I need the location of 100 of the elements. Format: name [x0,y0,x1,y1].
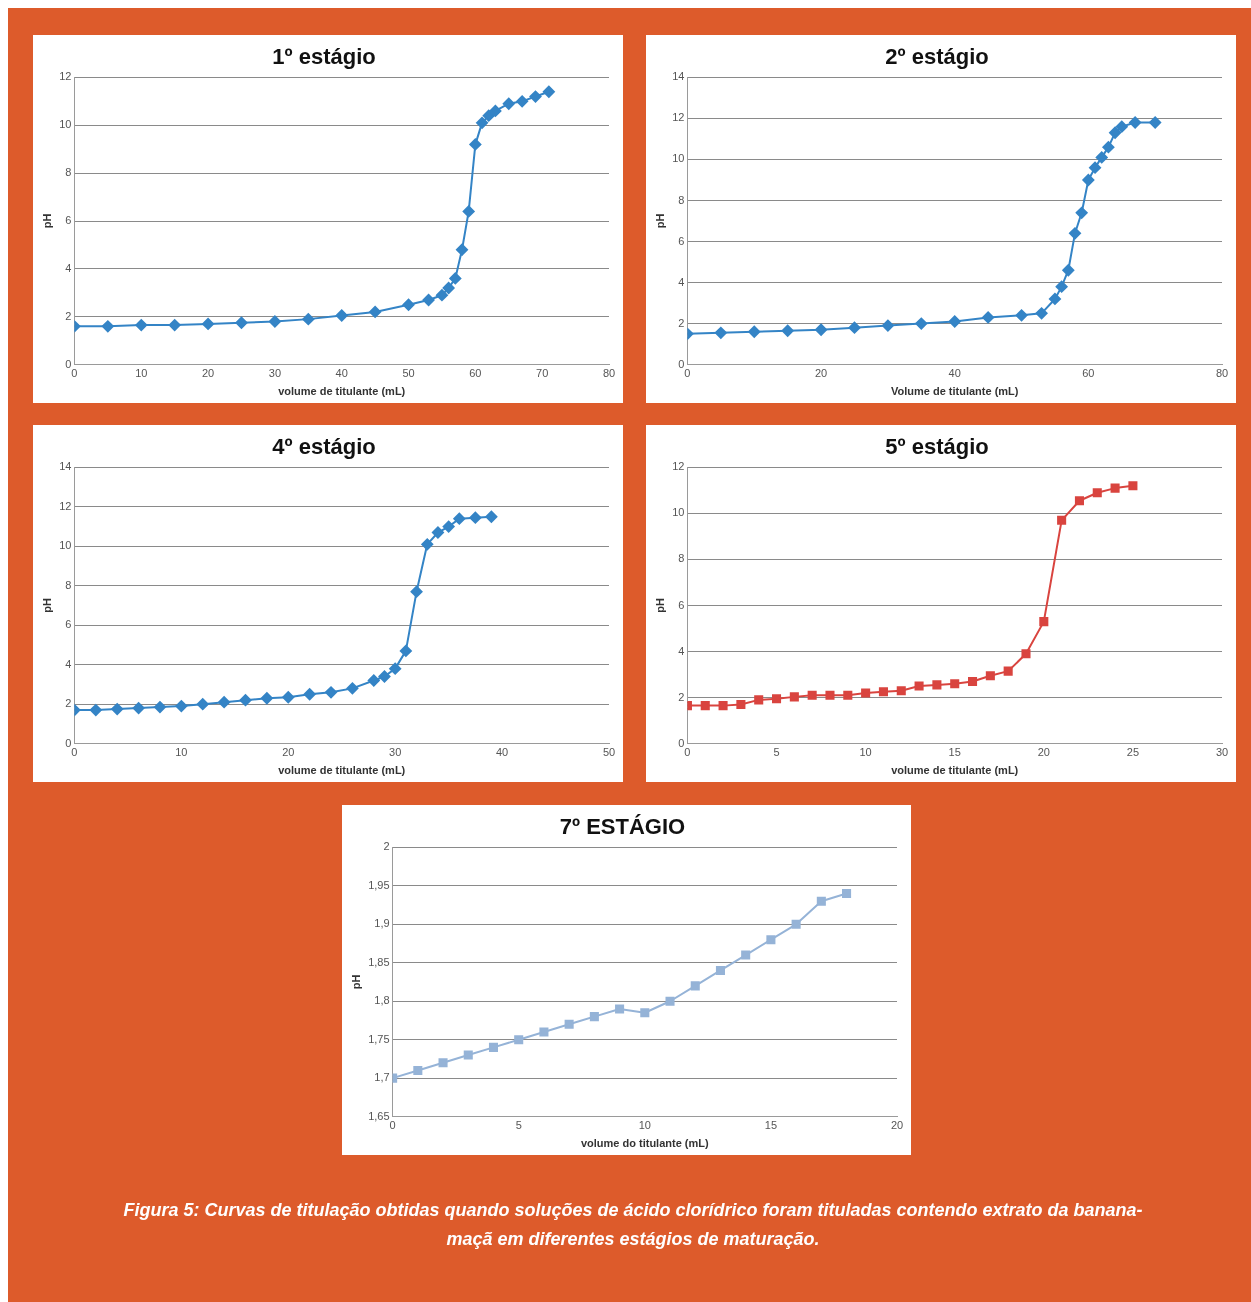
x-tick-label: 20 [890,1119,904,1132]
point [235,316,248,329]
point [1074,496,1084,506]
point [932,680,942,690]
point [700,701,710,711]
point [615,1004,625,1014]
chart-title: 2º estágio [885,44,989,70]
point [640,1008,650,1018]
x-tick-label: 40 [495,746,509,759]
y-axis-title: pH [653,213,666,229]
x-tick-label: 30 [389,746,402,759]
point [1128,481,1138,491]
point [135,319,148,332]
point [741,950,751,960]
point [389,662,402,675]
point [196,698,209,711]
point [488,1042,499,1052]
y-tick-label: 10 [59,118,72,131]
y-tick-label: 10 [672,506,685,519]
point [1110,483,1120,493]
y-tick-label: 2 [65,697,72,710]
y-tick-label: 1,7 [374,1071,390,1084]
x-tick-label: 5 [515,1119,522,1132]
y-tick-label: 0 [678,736,685,749]
point [335,309,348,322]
point [421,538,434,551]
point [982,311,995,324]
point [282,691,295,704]
point [456,243,468,256]
point [542,85,555,98]
point [485,510,498,523]
y-axis-title: pH [40,213,53,229]
y-tick-label: 2 [65,309,72,322]
x-tick-label: 50 [402,367,415,380]
y-tick-label: 0 [65,357,72,370]
x-tick-label: 20 [201,367,215,380]
point [303,688,316,701]
point [781,324,794,337]
point [714,326,727,339]
y-tick-label: 10 [672,152,685,165]
point [736,699,746,710]
point [807,690,817,700]
chart-title: 7º ESTÁGIO [559,814,686,840]
point [1048,292,1061,305]
point [402,298,415,311]
point [175,700,188,713]
point [985,671,995,681]
point [539,1027,549,1037]
point [815,323,828,336]
y-tick-label: 2 [383,840,390,853]
point [514,1035,524,1045]
point [948,315,961,328]
point [462,205,475,218]
x-tick-label: 60 [469,367,482,380]
y-tick-label: 8 [65,578,72,591]
point [378,670,391,683]
point [718,701,728,711]
point [239,694,252,707]
point [413,1065,423,1075]
y-tick-label: 4 [678,275,685,288]
x-tick-label: 30 [1215,746,1229,759]
y-tick-label: 6 [678,234,685,247]
point [665,996,675,1006]
y-tick-label: 4 [678,644,685,657]
point [754,695,764,705]
y-tick-label: 1,9 [374,917,390,930]
point [914,681,924,691]
point [367,674,380,687]
point [489,104,502,117]
point [950,679,960,689]
y-tick-label: 2 [678,690,685,703]
x-tick-label: 40 [948,367,961,380]
point [1109,126,1122,139]
point [715,965,725,975]
x-tick-label: 5 [773,746,780,759]
y-tick-label: 12 [672,460,685,473]
point [442,282,455,295]
point [1102,141,1115,154]
point [791,919,801,929]
point [1075,206,1088,219]
point [896,686,906,696]
point [1092,488,1102,498]
x-tick-label: 70 [536,367,549,380]
point [111,703,124,716]
y-tick-label: 12 [672,111,685,124]
point [218,696,231,709]
y-tick-label: 1,85 [368,955,390,968]
y-tick-label: 10 [59,539,72,552]
point [1062,264,1075,277]
point [843,690,853,700]
x-axis-title: volume de titulante (mL) [278,385,406,398]
point [861,688,871,698]
point [435,289,448,302]
x-tick-label: 20 [1037,746,1050,759]
point [1089,161,1102,174]
point [453,512,466,525]
point [168,319,181,332]
y-tick-label: 6 [678,598,685,611]
point [1129,116,1142,129]
x-axis-title: volume do titulante (mL) [580,1137,709,1150]
